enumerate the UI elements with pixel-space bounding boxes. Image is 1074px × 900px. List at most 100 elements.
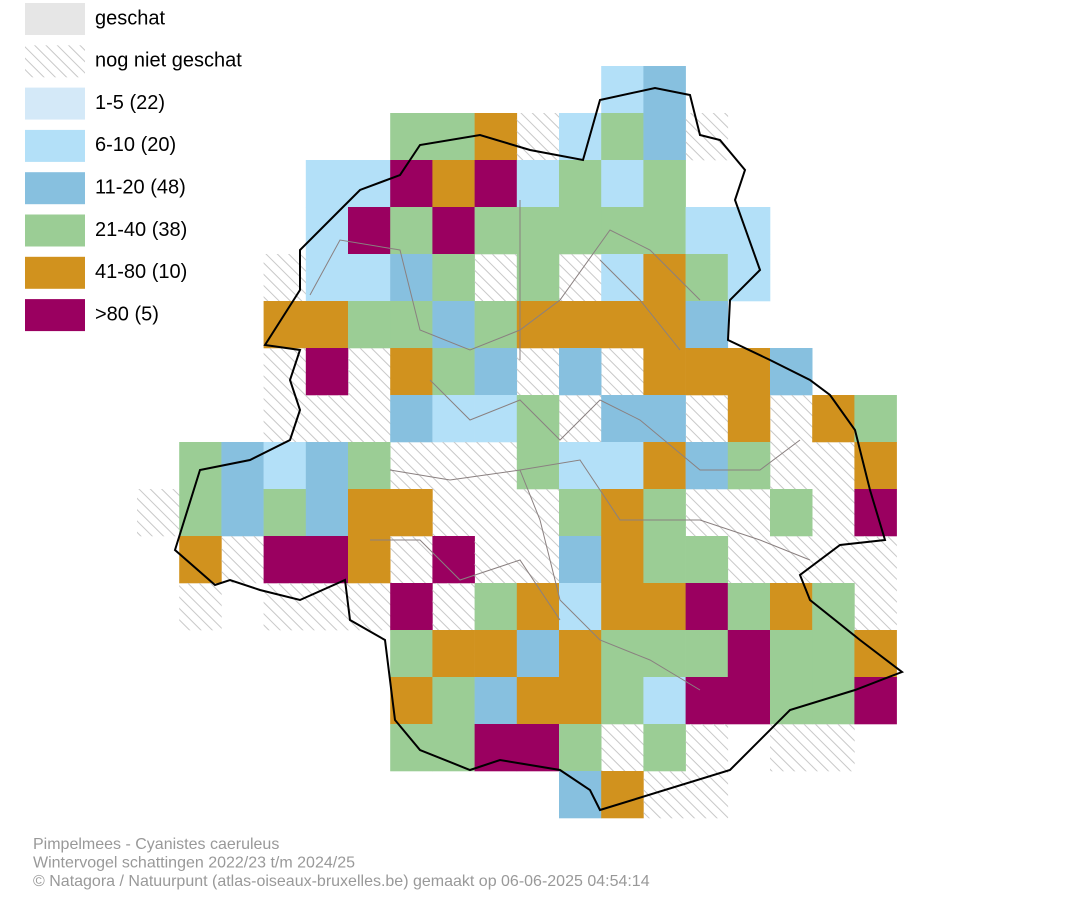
grid-cell <box>516 301 560 349</box>
grid-cell <box>348 395 391 443</box>
grid-cell <box>516 348 560 396</box>
grid-cell <box>390 254 433 302</box>
grid-cell <box>474 677 518 725</box>
grid-cell <box>390 583 433 631</box>
grid-cell <box>685 630 729 678</box>
legend-label: geschat <box>95 7 165 29</box>
grid-cell <box>432 442 475 490</box>
grid-cell <box>305 583 349 631</box>
grid-cell <box>474 254 518 302</box>
grid-cell <box>474 207 518 255</box>
legend-label: 21-40 (38) <box>95 219 187 241</box>
municipality-borders <box>309 200 811 691</box>
grid-cell <box>812 442 855 490</box>
grid-cell <box>305 160 349 208</box>
grid-cell <box>854 583 897 631</box>
grid-cell <box>516 160 560 208</box>
grid-cell <box>854 677 897 725</box>
grid-cell <box>474 442 518 490</box>
grid-cell <box>643 442 686 490</box>
footer-line: Pimpelmees - Cyanistes caeruleus <box>33 836 279 853</box>
grid-cell <box>390 301 433 349</box>
grid-cell <box>348 254 391 302</box>
grid-cell <box>348 536 391 584</box>
grid-cell <box>854 442 897 490</box>
grid-cell <box>263 489 307 537</box>
grid-cell <box>348 207 391 255</box>
grid-cell <box>432 160 475 208</box>
grid-cell <box>601 489 644 537</box>
grid-cell <box>305 536 349 584</box>
grid-cell <box>474 395 518 443</box>
grid-cell <box>474 160 518 208</box>
grid-cell <box>179 489 222 537</box>
grid-cell <box>643 724 686 772</box>
grid-cell <box>727 254 771 302</box>
grid-cell <box>516 630 560 678</box>
grid-cell <box>727 395 771 443</box>
grid-cells <box>137 66 897 819</box>
grid-cell <box>643 630 686 678</box>
grid-cell <box>812 724 855 772</box>
grid-cell <box>601 113 644 161</box>
footer-line: © Natagora / Natuurpunt (atlas-oiseaux-b… <box>33 873 650 890</box>
grid-cell <box>643 160 686 208</box>
grid-cell <box>432 630 475 678</box>
grid-cell <box>854 489 897 537</box>
grid-cell <box>643 113 686 161</box>
grid-cell <box>348 442 391 490</box>
grid-cell <box>727 630 771 678</box>
grid-cell <box>643 254 686 302</box>
grid-cell <box>685 442 729 490</box>
grid-cell <box>685 207 729 255</box>
grid-cell <box>516 207 560 255</box>
grid-cell <box>854 395 897 443</box>
grid-cell <box>559 489 602 537</box>
grid-cell <box>601 160 644 208</box>
grid-cell <box>812 489 855 537</box>
legend-swatch <box>25 129 85 162</box>
grid-cell <box>770 442 813 490</box>
grid-cell <box>770 677 813 725</box>
grid-cell <box>390 395 433 443</box>
grid-cell <box>516 677 560 725</box>
grid-cell <box>263 395 307 443</box>
grid-cell <box>643 207 686 255</box>
grid-cell <box>137 489 180 537</box>
grid-cell <box>179 442 222 490</box>
grid-cell <box>643 395 686 443</box>
grid-cell <box>770 395 813 443</box>
legend: geschat nog niet geschat 1-5 (22) 6-10 (20)… <box>25 3 242 332</box>
grid-cell <box>221 536 264 584</box>
grid-cell <box>390 207 433 255</box>
grid-cell <box>685 348 729 396</box>
grid-cell <box>685 254 729 302</box>
legend-swatch <box>25 45 85 78</box>
grid-cell <box>601 254 644 302</box>
grid-cell <box>812 630 855 678</box>
grid-cell <box>685 536 729 584</box>
grid-cell <box>643 536 686 584</box>
grid-cell <box>348 489 391 537</box>
grid-cell <box>601 207 644 255</box>
grid-cell <box>221 442 264 490</box>
grid-cell <box>770 724 813 772</box>
grid-cell <box>390 536 433 584</box>
grid-cell <box>643 348 686 396</box>
grid-cell <box>516 536 560 584</box>
legend-swatch <box>25 172 85 205</box>
grid-cell <box>305 254 349 302</box>
grid-cell <box>559 677 602 725</box>
grid-cell <box>559 536 602 584</box>
grid-cell <box>516 113 560 161</box>
legend-swatch <box>25 299 85 332</box>
legend-swatch <box>25 256 85 289</box>
grid-cell <box>432 301 475 349</box>
grid-cell <box>474 348 518 396</box>
grid-cell <box>601 348 644 396</box>
grid-cell <box>812 395 855 443</box>
grid-cell <box>305 348 349 396</box>
grid-cell <box>516 254 560 302</box>
grid-cell <box>432 207 475 255</box>
